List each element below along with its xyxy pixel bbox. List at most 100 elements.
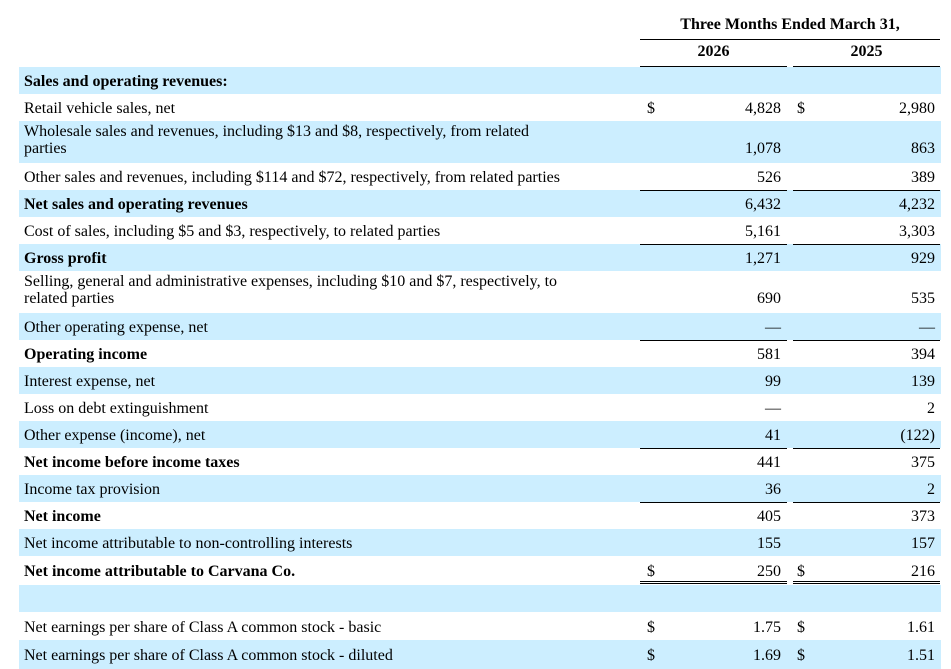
value-2025: (122) — [900, 427, 935, 444]
statement-row: Wholesale sales and revenues, including … — [19, 121, 941, 163]
row-label: Net income before income taxes — [24, 454, 240, 471]
value-2026: 5,161 — [745, 223, 781, 240]
value-2026: — — [765, 400, 781, 417]
row-label: Selling, general and administrative expe… — [24, 273, 558, 290]
value-2025: 4,232 — [899, 196, 935, 213]
value-2025: 389 — [911, 169, 935, 186]
value-2025: 375 — [911, 454, 935, 471]
value-2025: 2 — [927, 481, 935, 498]
currency-symbol-2026: $ — [647, 100, 655, 117]
total-double-rule-2025 — [793, 581, 940, 584]
value-2026: 6,432 — [745, 196, 781, 213]
value-2025: 2,980 — [899, 100, 935, 117]
row-label: Net sales and operating revenues — [24, 196, 248, 213]
subtotal-rule-2026 — [640, 340, 787, 341]
statement-row: Other sales and revenues, including $114… — [19, 163, 941, 190]
statement-row: Operating income 581 394 — [19, 340, 941, 367]
total-double-rule-2026 — [640, 581, 787, 584]
statement-row: Cost of sales, including $5 and $3, resp… — [19, 217, 941, 244]
period-header: Three Months Ended March 31, — [680, 16, 900, 33]
value-2025: — — [919, 319, 935, 336]
subtotal-rule-2026 — [640, 190, 787, 191]
value-2026: 41 — [765, 427, 781, 444]
statement-row: Retail vehicle sales, net $4,828 $2,980 — [19, 94, 941, 121]
row-label: Net earnings per share of Class A common… — [24, 619, 382, 636]
row-label: Wholesale sales and revenues, including … — [24, 123, 530, 140]
year-2026-header: 2026 — [697, 43, 730, 60]
statement-row: Gross profit 1,271 929 — [19, 244, 941, 271]
statement-row: Net earnings per share of Class A common… — [19, 640, 941, 669]
value-2026: 1,078 — [745, 140, 781, 157]
value-2026: 690 — [757, 290, 781, 307]
value-2026: 1.75 — [753, 619, 781, 636]
value-2026: 441 — [757, 454, 781, 471]
statement-row: Income tax provision 36 2 — [19, 475, 941, 502]
row-label: Income tax provision — [24, 481, 160, 498]
row-label: Retail vehicle sales, net — [24, 100, 176, 117]
statement-row: Loss on debt extinguishment — 2 — [19, 394, 941, 421]
value-2026: 1.69 — [753, 647, 781, 664]
subtotal-rule-2026 — [640, 448, 787, 449]
value-2026: 99 — [765, 373, 781, 390]
statement-row: Net income 405 373 — [19, 502, 941, 529]
value-2025: 535 — [911, 290, 935, 307]
value-2025: 157 — [911, 535, 935, 552]
row-label: Interest expense, net — [24, 373, 156, 390]
period-header-rule — [640, 39, 940, 40]
year-2025-header: 2025 — [850, 43, 883, 60]
row-label: Sales and operating revenues: — [24, 73, 228, 90]
subtotal-rule-2025 — [793, 190, 940, 191]
value-2025: 929 — [911, 250, 935, 267]
row-label: Other sales and revenues, including $114… — [24, 169, 560, 186]
statement-row: Other expense (income), net 41 (122) — [19, 421, 941, 448]
row-label: Other operating expense, net — [24, 319, 208, 336]
statement-row: Other operating expense, net — — — [19, 313, 941, 340]
value-2025: 373 — [911, 508, 935, 525]
statement-row: Net income attributable to Carvana Co. $2… — [19, 556, 941, 585]
value-2026: 526 — [757, 169, 781, 186]
value-2025: 1.51 — [907, 647, 935, 664]
statement-row — [19, 585, 941, 612]
statement-row: Net sales and operating revenues 6,432 4,2… — [19, 190, 941, 217]
subtotal-rule-2025 — [793, 502, 940, 503]
currency-symbol-2026: $ — [647, 647, 655, 664]
value-2025: 3,303 — [899, 223, 935, 240]
subtotal-rule-2025 — [793, 244, 940, 245]
subtotal-rule-2026 — [640, 244, 787, 245]
currency-symbol-2026: $ — [647, 619, 655, 636]
row-label: Cost of sales, including $5 and $3, resp… — [24, 223, 441, 240]
statement-row: Net earnings per share of Class A common… — [19, 612, 941, 640]
currency-symbol-2026: $ — [647, 563, 655, 580]
subtotal-rule-2025 — [793, 448, 940, 449]
year-2026-rule — [640, 66, 787, 67]
value-2026: 36 — [765, 481, 781, 498]
value-2026: 4,828 — [745, 100, 781, 117]
value-2025: 394 — [911, 346, 935, 363]
value-2025: 216 — [911, 563, 935, 580]
statement-row: Interest expense, net 99 139 — [19, 367, 941, 394]
value-2026: 581 — [757, 346, 781, 363]
currency-symbol-2025: $ — [797, 647, 805, 664]
value-2025: 2 — [927, 400, 935, 417]
value-2026: — — [765, 319, 781, 336]
value-2026: 250 — [757, 563, 781, 580]
value-2026: 1,271 — [745, 250, 781, 267]
row-label: Gross profit — [24, 250, 107, 267]
row-label-continued: related parties — [24, 290, 115, 307]
statement-row: Net income attributable to non-controlli… — [19, 529, 941, 556]
row-label-continued: parties — [24, 140, 67, 157]
row-label: Net income attributable to non-controlli… — [24, 535, 353, 552]
row-label: Operating income — [24, 346, 148, 363]
value-2026: 405 — [757, 508, 781, 525]
statement-row: Sales and operating revenues: — [19, 67, 941, 94]
currency-symbol-2025: $ — [797, 619, 805, 636]
row-label: Net income — [24, 508, 101, 525]
row-label: Other expense (income), net — [24, 427, 206, 444]
row-label: Net income attributable to Carvana Co. — [24, 563, 296, 580]
value-2025: 863 — [911, 140, 935, 157]
value-2025: 1.61 — [907, 619, 935, 636]
year-2025-rule — [793, 66, 940, 67]
row-label: Loss on debt extinguishment — [24, 400, 209, 417]
currency-symbol-2025: $ — [797, 100, 805, 117]
